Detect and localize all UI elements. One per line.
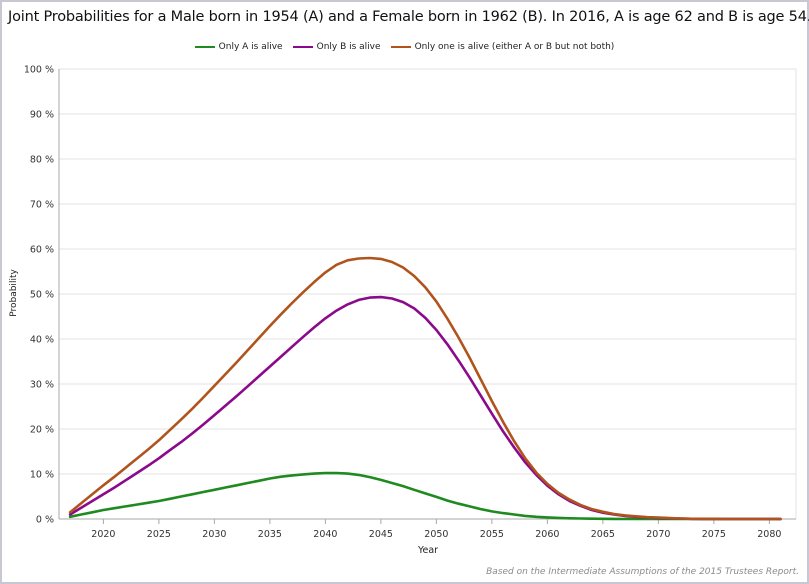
footnote: Based on the Intermediate Assumptions of… bbox=[486, 567, 799, 577]
x-tick-label: 2050 bbox=[424, 529, 448, 540]
x-tick-label: 2045 bbox=[369, 529, 393, 540]
series-line-only-one[interactable] bbox=[68, 256, 782, 521]
y-tick-labels: 0 % 10 % 20 % 30 % 40 % 50 % 60 % 70 % 80 % 90 % 1… bbox=[24, 65, 54, 526]
y-tick-label: 60 % bbox=[30, 245, 54, 256]
series-lines bbox=[68, 256, 782, 521]
y-tick-label: 30 % bbox=[30, 380, 54, 391]
axes bbox=[58, 69, 796, 524]
x-tick-labels: 2020 2025 2030 2035 2040 2045 2050 2055 2060 2065… bbox=[91, 529, 781, 540]
x-tick-label: 2080 bbox=[757, 529, 781, 540]
y-tick-label: 20 % bbox=[30, 425, 54, 436]
y-tick-label: 0 % bbox=[36, 515, 54, 526]
y-tick-label: 50 % bbox=[30, 290, 54, 301]
legend-label-only-a: Only A is alive bbox=[218, 42, 283, 52]
legend-swatch-only-one bbox=[390, 46, 411, 48]
x-tick-label: 2025 bbox=[147, 529, 171, 540]
chart-legend: Only A is alive Only B is alive Only one… bbox=[2, 42, 807, 52]
x-tick-label: 2055 bbox=[480, 529, 504, 540]
legend-item-only-a[interactable]: Only A is alive bbox=[194, 42, 283, 52]
series-line-only-b[interactable] bbox=[68, 295, 782, 521]
x-tick-label: 2075 bbox=[702, 529, 726, 540]
x-tick-label: 2035 bbox=[258, 529, 282, 540]
x-tick-label: 2040 bbox=[313, 529, 337, 540]
y-tick-label: 40 % bbox=[30, 335, 54, 346]
gridlines bbox=[59, 68, 797, 519]
x-tick-label: 2030 bbox=[202, 529, 226, 540]
legend-label-only-b: Only B is alive bbox=[316, 42, 381, 52]
legend-item-only-one[interactable]: Only one is alive (either A or B but not… bbox=[390, 42, 615, 52]
x-tick-label: 2060 bbox=[535, 529, 559, 540]
legend-item-only-b[interactable]: Only B is alive bbox=[292, 42, 381, 52]
legend-swatch-only-b bbox=[292, 46, 313, 48]
x-tick-label: 2065 bbox=[591, 529, 615, 540]
legend-label-only-one: Only one is alive (either A or B but not… bbox=[414, 42, 615, 52]
x-tick-label: 2020 bbox=[91, 529, 115, 540]
y-tick-label: 70 % bbox=[30, 200, 54, 211]
y-axis-label: Probability bbox=[9, 269, 19, 317]
legend-swatch-only-a bbox=[194, 46, 215, 48]
series-line-only-a[interactable] bbox=[68, 471, 782, 521]
x-tick-label: 2070 bbox=[646, 529, 670, 540]
y-tick-label: 10 % bbox=[30, 470, 54, 481]
x-axis-label: Year bbox=[417, 545, 438, 556]
y-tick-label: 100 % bbox=[24, 65, 54, 76]
y-tick-label: 80 % bbox=[30, 155, 54, 166]
chart-title: Joint Probabilities for a Male born in 1… bbox=[8, 9, 809, 25]
y-tick-label: 90 % bbox=[30, 110, 54, 121]
